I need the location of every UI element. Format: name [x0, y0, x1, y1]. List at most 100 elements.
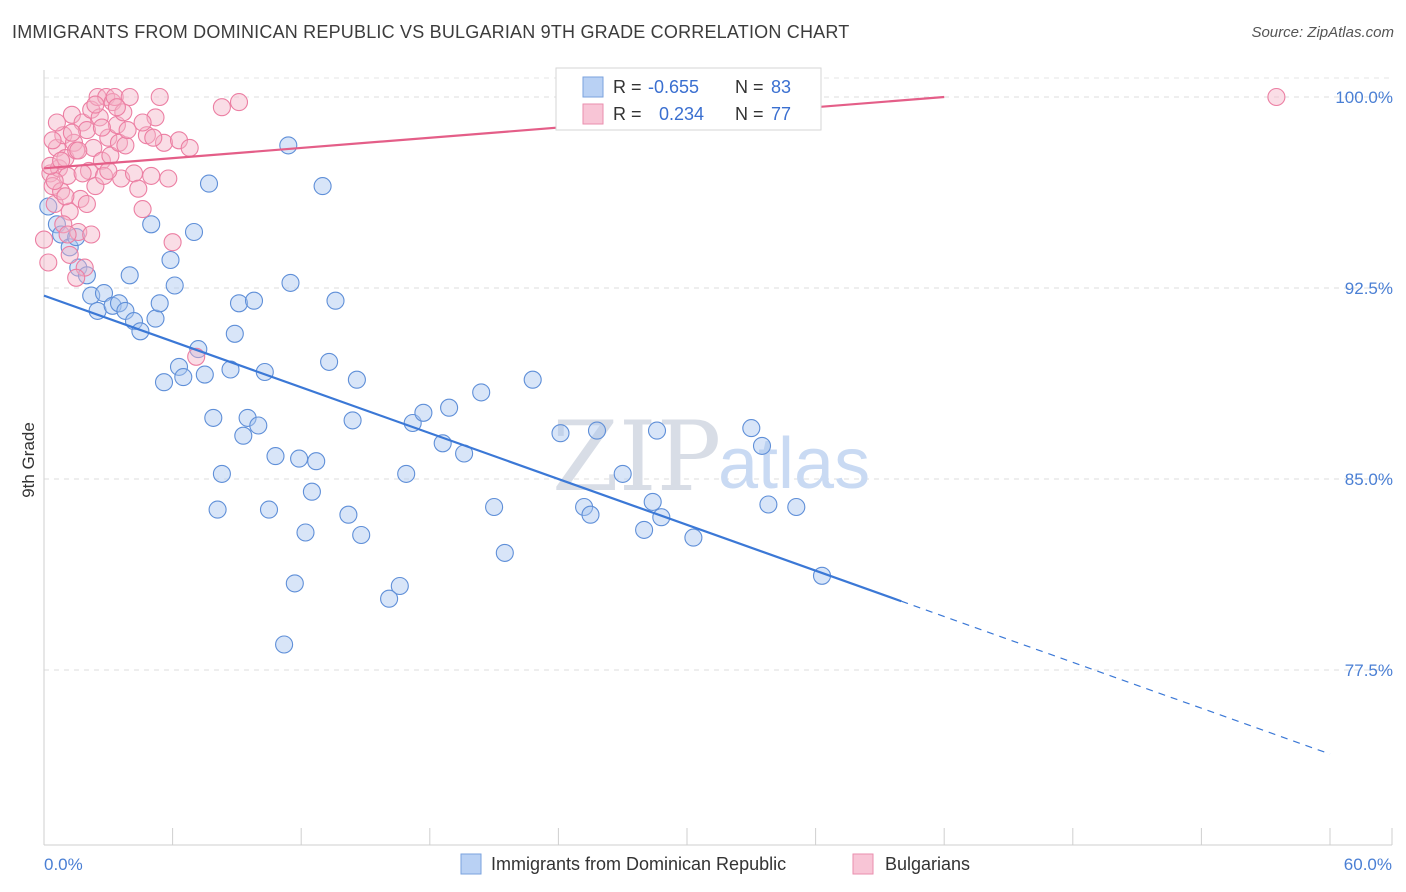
bulgarian-point-68 [99, 161, 118, 180]
legend-r-value-2: 0.234 [659, 104, 704, 124]
dominican-point-32 [225, 324, 244, 343]
dominican-point-50 [339, 505, 358, 524]
dominican-point-72 [643, 492, 662, 511]
dominican-point-46 [302, 482, 321, 501]
bulgarian-point-53 [54, 215, 73, 234]
bulgarian-point-20 [84, 138, 103, 157]
dominican-point-37 [249, 416, 268, 435]
dominican-point-64 [495, 543, 514, 562]
bulgarian-point-50 [229, 93, 249, 112]
bulgarian-point-75 [34, 230, 54, 249]
dominican-point-29 [208, 500, 227, 519]
dominican-point-23 [174, 368, 193, 387]
trend-line-dominican-extension [901, 600, 1331, 755]
dominican-point-68 [581, 505, 600, 524]
bulgarian-point-58 [41, 156, 60, 175]
watermark-atlas: atlas [718, 424, 870, 504]
dominican-point-18 [150, 294, 169, 313]
dominican-point-48 [320, 352, 339, 371]
series-legend: Immigrants from Dominican Republic Bulga… [460, 853, 970, 875]
dominican-point-43 [285, 574, 304, 593]
bulgarian-point-57 [82, 225, 101, 244]
bulgarian-point-72 [144, 128, 163, 147]
dominican-point-16 [142, 215, 161, 234]
dominican-point-78 [759, 495, 778, 514]
series-legend-swatch-blue [460, 853, 482, 875]
series-legend-label-blue: Immigrants from Dominican Republic [491, 854, 786, 874]
bulgarian-point-63 [62, 123, 81, 142]
dominican-point-53 [352, 525, 371, 545]
watermark-zip: ZIP [552, 401, 721, 513]
bulgarian-point-71 [133, 113, 152, 132]
dominican-point-44 [290, 449, 309, 468]
bulgarian-point-67 [92, 118, 111, 137]
dominican-point-69 [587, 421, 607, 440]
series-legend-label-pink: Bulgarians [885, 854, 970, 874]
dominican-point-77 [752, 436, 772, 455]
legend-r-value-1: -0.655 [648, 77, 699, 97]
legend-swatch-pink [582, 103, 604, 125]
dominican-point-45 [296, 523, 315, 542]
bulgarian-point-70 [118, 121, 137, 140]
trend-line-dominican [43, 294, 902, 603]
dominican-point-27 [199, 174, 219, 193]
dominican-point-56 [397, 464, 416, 483]
legend-n-value-1: 83 [771, 77, 791, 97]
bulgarian-point-52 [45, 171, 64, 191]
dominican-point-9 [94, 284, 114, 303]
dominican-point-28 [204, 408, 223, 427]
series-legend-swatch-pink [852, 853, 874, 875]
dominican-point-63 [485, 497, 504, 517]
dominican-point-54 [380, 589, 399, 608]
bulgarian-point-49 [212, 98, 231, 117]
bulgarian-point-44 [154, 133, 174, 152]
bulgarian-point-17 [77, 121, 96, 140]
dominican-point-35 [238, 408, 257, 427]
bulgarian-point-55 [67, 268, 86, 287]
dominican-point-41 [275, 635, 294, 654]
bulgarian-point-38 [129, 179, 148, 198]
dominican-point-19 [154, 373, 174, 392]
dominican-point-81 [279, 136, 298, 155]
bulgarian-point-76 [58, 225, 77, 244]
gridlines [44, 77, 1392, 671]
bulgarian-point-66 [86, 95, 105, 114]
dominican-point-13 [120, 266, 139, 285]
dominican-point-21 [165, 276, 184, 295]
dominican-point-36 [244, 291, 264, 310]
legend-swatch-blue [582, 76, 604, 98]
dominican-point-47 [307, 452, 326, 471]
bulgarian-point-73 [159, 169, 178, 188]
dominican-point-42 [281, 273, 300, 292]
bulgarian-point-35 [116, 136, 135, 155]
bulgarian-point-56 [73, 164, 92, 183]
dominican-point-22 [169, 357, 189, 376]
bulgarian-point-46 [169, 131, 189, 150]
dominican-point-40 [266, 447, 285, 466]
bulgarian-point-74 [1267, 87, 1286, 107]
legend-r-label-1: R = [613, 77, 642, 97]
dominican-point-62 [472, 383, 491, 402]
correlation-legend: R = -0.655 N = 83 R = 0.234 N = 77 [555, 67, 822, 131]
dominican-point-58 [414, 403, 433, 422]
dominican-point-30 [212, 464, 231, 483]
dominican-point-79 [787, 497, 806, 517]
dominican-point-74 [652, 508, 671, 527]
bulgarian-point-62 [56, 187, 75, 206]
series-bulgarian-points [34, 87, 1286, 366]
x-tick-label-max: 60.0% [1344, 855, 1392, 874]
bulgarian-point-69 [107, 98, 126, 117]
bulgarian-point-37 [124, 164, 144, 183]
dominican-point-20 [161, 250, 180, 270]
bulgarian-point-60 [47, 113, 66, 132]
y-tick-labels: 77.5% 85.0% 92.5% 100.0% [1335, 88, 1393, 680]
source-label: Source: ZipAtlas.com [1251, 24, 1394, 41]
bulgarian-point-64 [69, 141, 88, 160]
series-dominican-points [39, 136, 832, 654]
legend-n-label-1: N = [735, 77, 764, 97]
dominican-point-73 [647, 421, 667, 440]
y-axis-label: 9th Grade [19, 422, 38, 498]
dominican-point-60 [440, 398, 459, 417]
x-tick-label-min: 0.0% [44, 855, 83, 874]
